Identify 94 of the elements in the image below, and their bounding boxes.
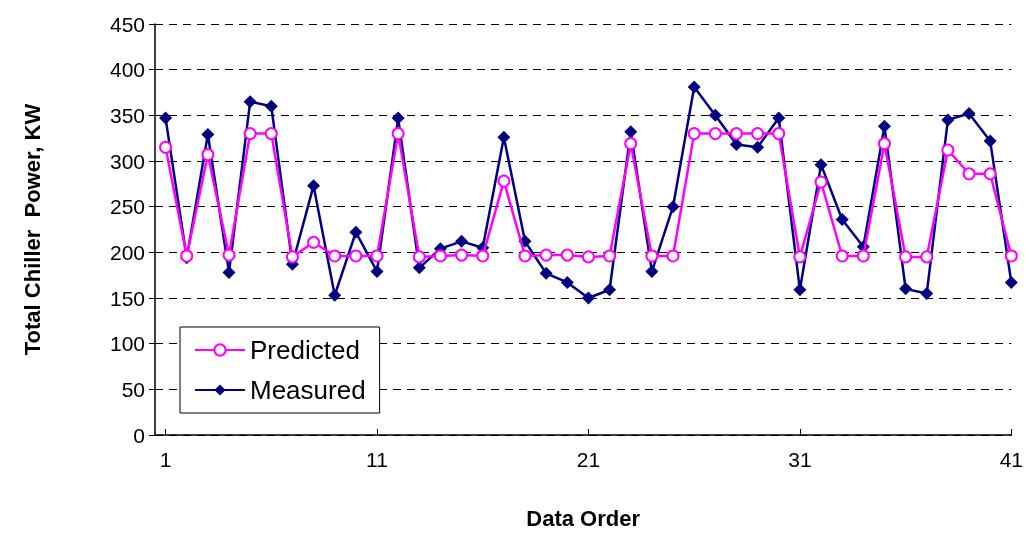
point — [666, 200, 680, 214]
point — [708, 127, 722, 141]
point — [370, 265, 384, 279]
point — [877, 119, 891, 133]
point — [624, 137, 638, 151]
point — [941, 143, 955, 157]
point — [476, 249, 490, 263]
x-tick-label: 1 — [159, 448, 172, 471]
point — [455, 234, 469, 248]
point — [1004, 249, 1018, 263]
point — [729, 138, 743, 152]
point — [222, 248, 236, 262]
point — [666, 249, 680, 263]
y-tick-label: 150 — [109, 286, 145, 310]
point — [962, 107, 976, 121]
x-tick-label: 11 — [366, 448, 388, 471]
x-tick-label: 31 — [788, 448, 812, 471]
point — [264, 127, 278, 141]
point — [412, 261, 426, 275]
point — [539, 248, 553, 262]
point — [962, 167, 976, 181]
point — [645, 265, 659, 279]
y-tick-label: 250 — [109, 195, 145, 219]
y-tick-label: 350 — [109, 103, 145, 127]
point — [370, 249, 384, 263]
point — [539, 266, 553, 280]
x-tick-label: 21 — [576, 448, 601, 471]
y-tick-label: 100 — [109, 332, 145, 356]
point — [412, 250, 426, 264]
point — [856, 249, 870, 263]
legend-label: Measured — [250, 375, 366, 405]
point — [560, 275, 574, 289]
point — [687, 80, 701, 94]
point — [899, 250, 913, 264]
point — [243, 95, 257, 109]
point — [159, 111, 173, 125]
point — [814, 158, 828, 172]
point — [983, 167, 997, 181]
point — [222, 265, 236, 279]
point — [835, 249, 849, 263]
y-tick-label: 450 — [109, 12, 145, 36]
point — [201, 128, 215, 142]
point — [391, 111, 405, 125]
point — [581, 291, 595, 305]
point — [328, 288, 342, 302]
point — [391, 127, 405, 141]
point — [624, 125, 638, 139]
y-axis-title: Total Chiller Power, KW — [19, 103, 45, 356]
point — [349, 249, 363, 263]
y-tick-label: 0 — [133, 423, 145, 447]
y-tick-label: 200 — [109, 240, 145, 264]
point — [1004, 275, 1018, 289]
point — [603, 283, 617, 297]
point — [307, 235, 321, 249]
y-tick-label: 50 — [121, 377, 145, 401]
point — [920, 250, 934, 264]
point — [687, 127, 701, 141]
point — [772, 127, 786, 141]
point — [497, 174, 511, 188]
y-tick-label: 300 — [109, 149, 145, 173]
point — [983, 134, 997, 148]
point — [772, 111, 786, 125]
point — [941, 113, 955, 127]
point — [877, 137, 891, 151]
point — [729, 127, 743, 141]
point — [560, 248, 574, 262]
point — [920, 286, 934, 300]
point — [603, 249, 617, 263]
legend-label: Predicted — [250, 335, 360, 365]
point — [793, 250, 807, 264]
point — [751, 127, 765, 141]
point — [349, 225, 363, 239]
point — [433, 249, 447, 263]
point — [264, 99, 278, 113]
point — [751, 140, 765, 154]
point — [835, 212, 849, 226]
point — [708, 108, 722, 122]
point — [455, 248, 469, 262]
point — [497, 130, 511, 144]
point — [285, 250, 299, 264]
y-tick-label: 400 — [109, 58, 145, 82]
point — [581, 250, 595, 264]
point — [645, 249, 659, 263]
point — [814, 175, 828, 189]
x-axis-title: Data Order — [526, 505, 641, 531]
point — [518, 249, 532, 263]
point — [243, 127, 257, 141]
point — [201, 148, 215, 162]
point — [159, 140, 173, 154]
x-tick-label: 41 — [999, 448, 1023, 471]
point — [899, 282, 913, 296]
point — [307, 179, 321, 193]
point — [328, 249, 342, 263]
point — [793, 283, 807, 297]
